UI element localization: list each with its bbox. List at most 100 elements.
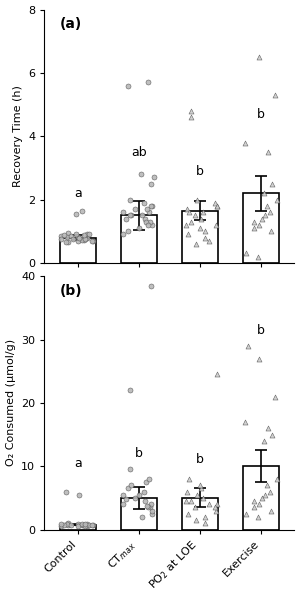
Point [187,208,192,217]
Text: b: b [196,164,204,178]
Point [242,138,247,147]
Point [245,341,250,350]
Point [140,210,144,220]
Point [268,208,273,217]
Point [260,213,264,223]
Point [272,90,277,100]
Point [202,518,207,528]
Point [82,235,87,245]
Text: a: a [74,187,82,200]
Point [137,223,142,233]
Point [202,233,207,242]
Point [186,230,191,239]
Point [66,228,71,237]
Point [214,499,219,509]
Point [61,230,66,240]
Point [207,236,212,246]
Point [85,230,89,239]
Point [207,499,212,509]
Point [146,78,151,87]
Point [183,220,188,230]
Point [64,232,69,242]
Point [123,213,128,223]
Point [185,487,190,496]
Point [213,220,218,230]
Point [272,392,277,401]
Point [80,234,85,244]
Point [71,234,76,244]
Point [185,205,190,214]
Point [125,81,130,90]
Point [214,370,219,379]
Bar [182,498,218,530]
Point [142,487,147,496]
Point [188,217,193,227]
Point [84,520,89,529]
Point [186,509,191,518]
Point [183,496,188,506]
Point [142,198,147,208]
Point [148,499,153,509]
Point [150,506,154,515]
Point [77,490,82,499]
Point [121,208,125,217]
Bar [243,466,279,530]
Point [58,234,63,243]
Point [212,198,217,208]
Point [128,465,132,474]
Point [194,490,199,499]
Text: ab: ab [131,145,147,158]
Point [121,499,125,509]
Point [150,201,154,210]
Point [262,436,267,446]
Point [269,430,274,440]
Point [83,233,88,243]
Point [73,209,78,219]
Point [268,506,273,515]
Point [251,503,256,512]
Point [252,496,256,506]
Point [137,490,142,499]
Y-axis label: Recovery Time (h): Recovery Time (h) [13,86,22,187]
Point [214,201,219,210]
Point [66,518,71,528]
Point [90,236,94,246]
Point [257,220,262,230]
Point [149,179,154,188]
Point [64,519,69,529]
Point [149,281,154,291]
Point [275,195,280,205]
Point [192,503,197,512]
Point [84,233,89,243]
Point [123,495,128,504]
Point [83,519,88,529]
Point [128,210,133,220]
Point [146,220,151,230]
Point [188,106,193,115]
Point [140,512,144,521]
Text: (b): (b) [59,284,82,298]
Point [143,213,148,223]
Point [262,188,267,198]
Point [200,493,205,503]
Point [63,487,68,496]
Point [68,231,73,241]
Point [199,484,204,493]
Bar [59,524,96,530]
Point [194,195,199,205]
Text: a: a [74,456,82,469]
Point [188,496,193,506]
Point [203,227,208,236]
Point [85,521,89,531]
Point [91,237,96,246]
Point [188,112,193,122]
Point [263,490,268,499]
Point [200,208,205,217]
Point [74,229,78,239]
Point [263,210,268,220]
Point [84,233,89,242]
Point [86,230,91,239]
Point [257,52,262,62]
Point [129,480,134,490]
Point [275,474,280,484]
